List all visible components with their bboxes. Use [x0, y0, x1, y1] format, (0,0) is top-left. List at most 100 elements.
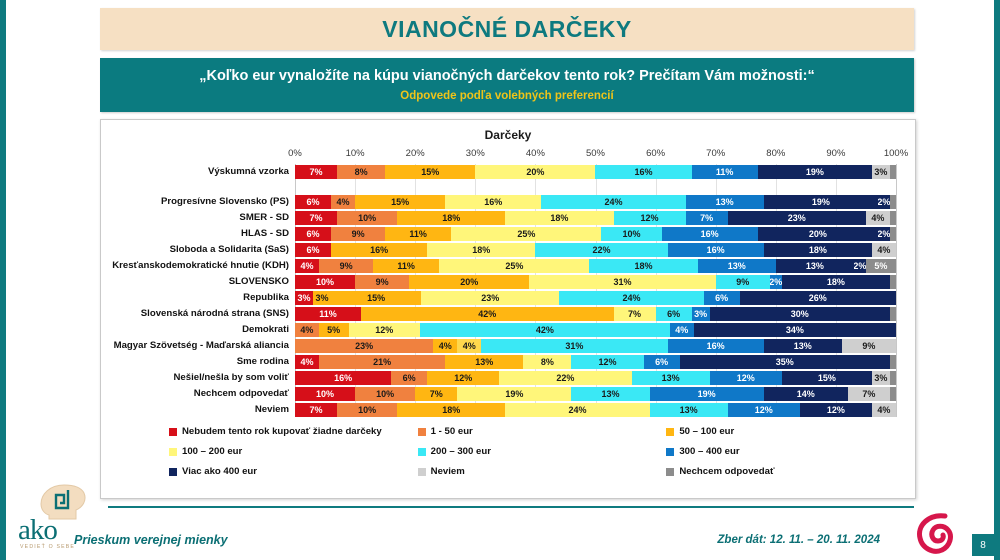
bar-segment-e200_300: 24%	[559, 290, 704, 305]
legend-swatch-icon	[417, 427, 426, 436]
chart-row: Progresívne Slovensko (PS) 6% 4% 15% 16% 24% 1…	[101, 194, 915, 209]
row-label: HLAS - SD	[241, 228, 289, 239]
bar-segment-nechcem	[889, 370, 896, 385]
legend-label: Nebudem tento rok kupovať žiadne darčeky	[182, 426, 382, 437]
bar-segment-none: 4%	[295, 258, 320, 273]
bar-segment-e300_400: 16%	[667, 242, 764, 257]
bar-segment-none: 10%	[295, 386, 356, 401]
stacked-bar: 6% 16% 18% 22% 16% 18% 4%	[295, 242, 896, 257]
bar-segment-none: 3%	[295, 290, 314, 305]
bar-segment-e100_200: 4%	[457, 338, 482, 353]
page-title: VIANOČNÉ DARČEKY	[382, 15, 632, 42]
head-icon	[40, 484, 86, 520]
bar-segment-e300_400: 12%	[709, 370, 782, 385]
stacked-bar: 3% 3% 15% 23% 24% 6% 26%	[295, 290, 896, 305]
bar-segment-e50_100: 7%	[415, 386, 458, 401]
bar-segment-none: 4%	[295, 354, 320, 369]
stacked-bar: 4% 21% 13% 8% 12% 6% 35%	[295, 354, 896, 369]
legend-swatch-icon	[417, 467, 426, 476]
ako-logo: ako VEDIEŤ O SEBE	[8, 484, 104, 556]
bar-segment-e1_50: 10%	[337, 210, 398, 225]
chart-row: Kresťanskodemokratické hnutie (KDH) 4% 9% 1…	[101, 258, 915, 273]
bar-segment-e300_400: 19%	[649, 386, 764, 401]
x-tick-6: 60%	[646, 148, 666, 159]
bar-segment-e300_400: 13%	[685, 194, 764, 209]
bar-segment-e300_400: 2%	[769, 274, 782, 289]
chart-row: HLAS - SD 6% 9% 11% 25% 10% 16% 20% 2%	[101, 226, 915, 241]
row-label: Slovenská národná strana (SNS)	[140, 308, 289, 319]
legend-label: Viac ako 400 eur	[182, 466, 258, 477]
bar-segment-none: 7%	[295, 402, 338, 417]
bar-segment-e200_300: 6%	[655, 306, 692, 321]
bar-segment-e1_50: 8%	[337, 164, 386, 179]
bar-segment-neviem: 7%	[847, 386, 890, 401]
bar-segment-nechcem	[889, 274, 896, 289]
row-label: Sloboda a Solidarita (SaS)	[169, 244, 289, 255]
x-tick-8: 80%	[766, 148, 786, 159]
bar-segment-nechcem	[889, 194, 896, 209]
chart-row: Sloboda a Solidarita (SaS) 6% 16% 18% 22% 16%…	[101, 242, 915, 257]
chart-row: Nešiel/nešla by som voliť 16% 6% 12% 22% 13% 1…	[101, 370, 915, 385]
bar-segment-neviem: 9%	[841, 338, 896, 353]
page-number: 8	[972, 534, 994, 556]
bar-segment-e300_400: 7%	[685, 210, 728, 225]
bar-segment-neviem: 4%	[865, 210, 890, 225]
bar-segment-e1_50: 10%	[355, 386, 416, 401]
legend-swatch-icon	[666, 447, 675, 456]
bar-segment-e300_400: 4%	[669, 322, 694, 337]
legend-label: 300 – 400 eur	[679, 446, 740, 457]
row-label: SMER - SD	[239, 212, 289, 223]
stacked-bar: 10% 9% 20% 31% 9% 2% 18%	[295, 274, 896, 289]
legend-swatch-icon	[169, 467, 177, 476]
chart-row: Republika 3% 3% 15% 23% 24% 6% 26%	[101, 290, 915, 305]
stacked-bar: 23% 4% 4% 31% 16% 13% 9%	[295, 338, 896, 353]
bar-segment-e100_200: 12%	[348, 322, 420, 337]
stacked-bar: 6% 9% 11% 25% 10% 16% 20% 2%	[295, 226, 896, 241]
chart-legend: Nebudem tento rok kupovať žiadne darčeky…	[101, 426, 915, 477]
bar-segment-e1_50: 10%	[337, 402, 398, 417]
bar-segment-neviem: 2%	[877, 226, 890, 241]
bar-segment-e50_100: 20%	[409, 274, 530, 289]
bar-segment-neviem: 2%	[877, 194, 890, 209]
bar-segment-e1_50: 9%	[319, 258, 374, 273]
bar-segment-e50_100: 18%	[397, 210, 506, 225]
x-tick-9: 90%	[826, 148, 846, 159]
chart-row: Výskumná vzorka 7% 8% 15% 20% 16% 11% 19% 3%	[101, 164, 915, 179]
bar-segment-e300_400: 13%	[697, 258, 776, 273]
legend-item: 50 – 100 eur	[666, 426, 915, 437]
x-tick-2: 20%	[405, 148, 425, 159]
logo-wordmark: ako	[18, 514, 58, 546]
bar-segment-e1_50: 21%	[319, 354, 446, 369]
spiral-logo-icon	[917, 513, 953, 554]
bar-segment-e200_300: 22%	[535, 242, 668, 257]
bar-segment-e400: 19%	[757, 164, 872, 179]
bar-segment-e100_200: 25%	[439, 258, 590, 273]
bar-segment-e200_300: 16%	[595, 164, 692, 179]
bar-segment-nechcem	[889, 164, 896, 179]
x-tick-4: 40%	[525, 148, 545, 159]
bar-segment-e50_100: 15%	[331, 290, 422, 305]
bar-segment-e400: 19%	[763, 194, 878, 209]
bar-segment-e100_200: 22%	[499, 370, 632, 385]
chart-row: Magyar Szövetség - Maďarská aliancia 23% 4…	[101, 338, 915, 353]
bar-segment-none: 10%	[295, 274, 356, 289]
bar-segment-e200_300: 18%	[589, 258, 698, 273]
bar-segment-nechcem	[889, 210, 896, 225]
legend-swatch-icon	[417, 447, 426, 456]
bar-segment-e100_200: 19%	[457, 386, 572, 401]
bar-segment-e400: 13%	[763, 338, 842, 353]
row-label: Demokrati	[242, 324, 289, 335]
bar-segment-nechcem: 5%	[865, 258, 896, 273]
bar-rows: Výskumná vzorka 7% 8% 15% 20% 16% 11% 19% 3% Prog…	[101, 164, 915, 417]
chart-row: Sme rodina 4% 21% 13% 8% 12% 6% 35%	[101, 354, 915, 369]
bar-segment-e50_100: 16%	[331, 242, 428, 257]
bar-segment-e50_100: 15%	[385, 164, 476, 179]
bar-segment-nechcem	[889, 354, 896, 369]
bar-segment-e1_50: 3%	[313, 290, 332, 305]
legend-item: Neviem	[417, 466, 667, 477]
bar-segment-nechcem	[889, 386, 896, 401]
bar-segment-e1_50: 9%	[355, 274, 410, 289]
bar-segment-e1_50: 4%	[331, 194, 356, 209]
legend-item: 300 – 400 eur	[666, 446, 915, 457]
plot-area: 0% 10% 20% 30% 40% 50% 60% 70% 80% 90% 100% Výskum…	[101, 148, 915, 438]
